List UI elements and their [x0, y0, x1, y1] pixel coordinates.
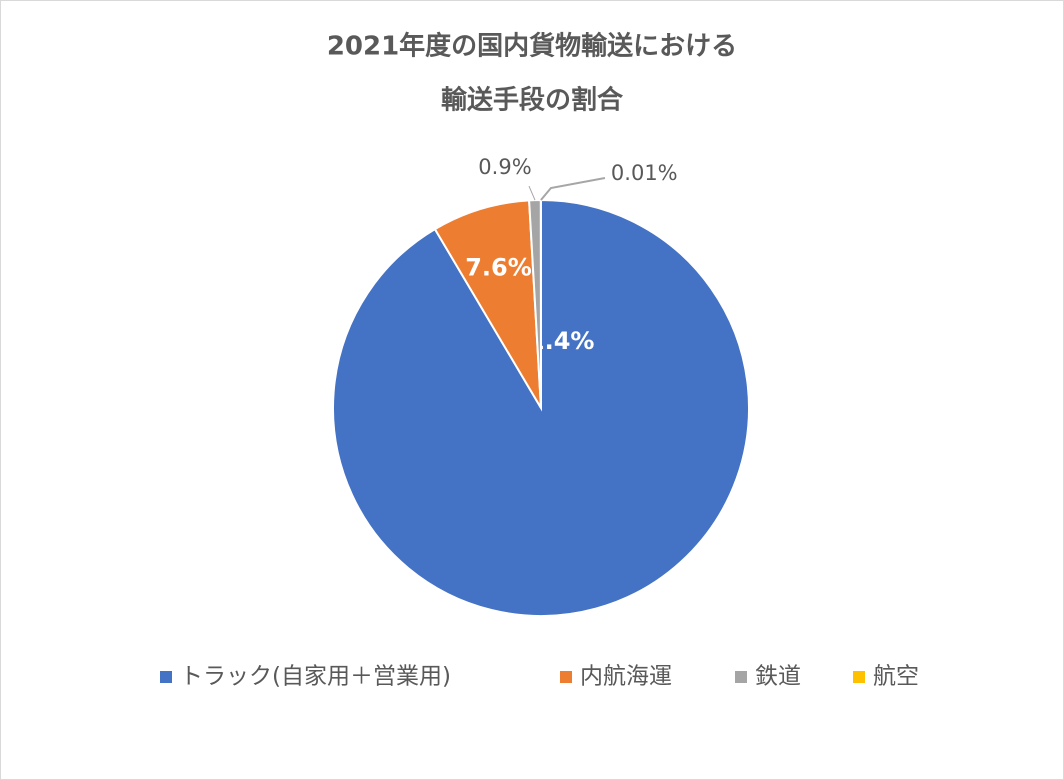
legend-label: 航空: [873, 664, 919, 690]
leader-line: [528, 185, 536, 201]
legend-marker: [560, 671, 572, 683]
chart-title: 2021年度の国内貨物輸送における: [327, 31, 737, 62]
chart-title: 輸送手段の割合: [441, 85, 624, 116]
pie-slice: [433, 199, 542, 409]
data-label: 7.6%: [465, 254, 532, 282]
leader-line: [540, 177, 606, 201]
legend-marker: [735, 671, 747, 683]
data-label: 0.01%: [611, 161, 678, 185]
legend-marker: [853, 671, 865, 683]
legend-label: 内航海運: [580, 664, 672, 690]
legend-marker: [160, 671, 172, 683]
legend-label: 鉄道: [755, 664, 801, 690]
legend-label: トラック(自家用＋営業用): [180, 664, 451, 690]
data-label: 0.9%: [478, 155, 531, 179]
